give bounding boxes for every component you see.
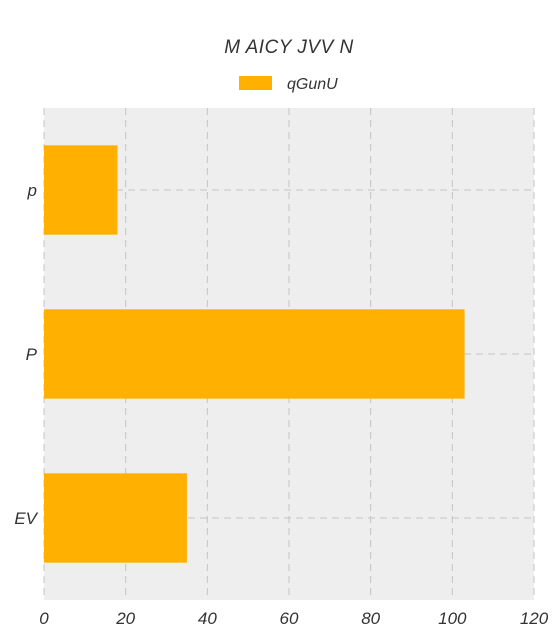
bar <box>44 145 118 234</box>
y-tick-label: p <box>27 181 37 200</box>
legend: qGunU <box>239 76 338 93</box>
x-tick-label: 120 <box>520 609 549 628</box>
x-axis-ticks: 0 20 40 60 80 100 120 <box>39 609 548 628</box>
x-tick-label: 80 <box>361 609 380 628</box>
y-tick-label: P <box>26 345 38 364</box>
x-tick-label: 20 <box>115 609 135 628</box>
x-tick-label: 100 <box>438 609 467 628</box>
y-axis-ticks: p P EV <box>14 181 38 528</box>
x-tick-label: 40 <box>198 609 217 628</box>
legend-swatch <box>239 76 272 90</box>
bar <box>44 309 465 398</box>
y-tick-label: EV <box>14 509 38 528</box>
bar <box>44 473 187 562</box>
chart-title: M AICY JVV N <box>224 37 354 58</box>
x-tick-label: 60 <box>280 609 299 628</box>
legend-label: qGunU <box>287 76 338 93</box>
x-tick-label: 0 <box>39 609 49 628</box>
